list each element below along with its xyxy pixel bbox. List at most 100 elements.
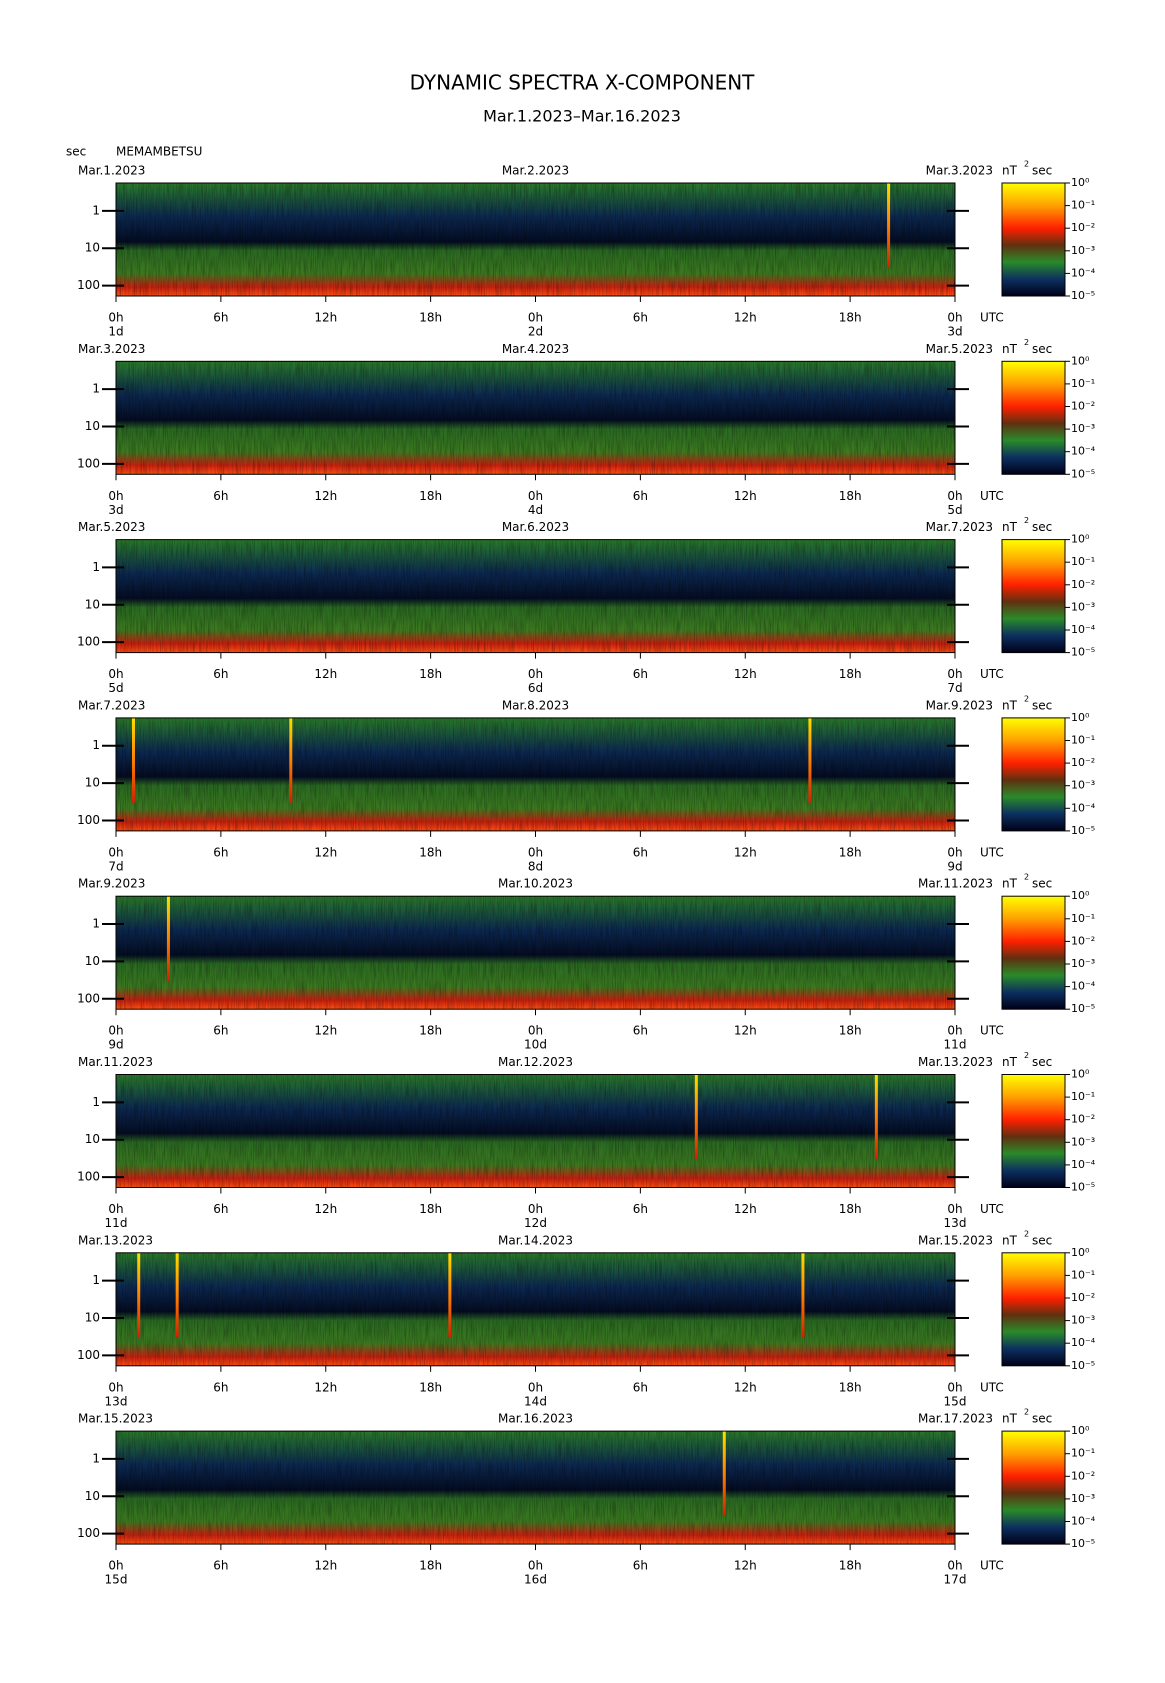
colorbar-unit-tail: sec	[1032, 877, 1052, 891]
date-mid: Mar.10.2023	[498, 877, 573, 891]
x-tick-label: 0h	[947, 1380, 962, 1394]
x-tick-label: 12h	[734, 1202, 757, 1216]
day-label: 11d	[105, 1216, 128, 1230]
colorbar-tick-label: 10⁻²	[1071, 400, 1095, 413]
y-tick-label: 1	[92, 917, 100, 931]
subtitle: Mar.1.2023–Mar.16.2023	[483, 107, 681, 126]
x-tick-label: 12h	[734, 845, 757, 859]
colorbar-tick-label: 10⁰	[1071, 354, 1090, 367]
x-tick-label: 18h	[419, 1024, 442, 1038]
date-right: Mar.15.2023	[918, 1233, 993, 1247]
day-label: 9d	[108, 1038, 123, 1052]
date-mid: Mar.4.2023	[502, 342, 569, 356]
x-tick-label: 0h	[528, 1024, 543, 1038]
y-tick-label: 1	[92, 1273, 100, 1287]
x-tick-label: 0h	[108, 1024, 123, 1038]
event-spike	[801, 1252, 805, 1338]
colorbar-tick-label: 10⁻³	[1071, 1135, 1095, 1148]
date-left: Mar.13.2023	[78, 1233, 153, 1247]
y-unit: sec	[66, 145, 86, 159]
event-spike	[887, 183, 891, 268]
colorbar-unit: nT	[1002, 1233, 1018, 1247]
colorbar-tick-label: 10⁻²	[1071, 1113, 1095, 1126]
colorbar	[1001, 1074, 1066, 1188]
day-label: 16d	[524, 1573, 547, 1587]
colorbar-unit-exp: 2	[1024, 516, 1029, 525]
colorbar-tick-label: 10⁻²	[1071, 1469, 1095, 1482]
x-tick-label: 12h	[734, 1559, 757, 1573]
date-right: Mar.9.2023	[926, 698, 993, 712]
date-right: Mar.5.2023	[926, 342, 993, 356]
colorbar-tick-label: 10⁻⁵	[1071, 1002, 1095, 1015]
spectrogram-noise	[116, 361, 955, 475]
x-tick-label: 0h	[947, 311, 962, 325]
date-mid: Mar.2.2023	[502, 164, 569, 178]
x-tick-label: 6h	[213, 311, 228, 325]
day-label: 15d	[105, 1573, 128, 1587]
colorbar-tick-label: 10⁻¹	[1071, 1447, 1095, 1460]
colorbar-unit-exp: 2	[1024, 694, 1029, 703]
date-left: Mar.5.2023	[78, 520, 145, 534]
date-mid: Mar.6.2023	[502, 520, 569, 534]
x-tick-label: 12h	[314, 845, 337, 859]
x-unit: UTC	[980, 1380, 1004, 1394]
x-tick-label: 0h	[947, 1202, 962, 1216]
y-tick-label: 100	[77, 278, 100, 292]
colorbar-tick-label: 10⁻⁵	[1071, 289, 1095, 302]
colorbar-unit-tail: sec	[1032, 520, 1052, 534]
y-tick-label: 100	[77, 1526, 100, 1540]
colorbar-tick-label: 10⁻²	[1071, 578, 1095, 591]
x-tick-label: 12h	[314, 1024, 337, 1038]
y-tick-label: 10	[85, 1132, 100, 1146]
date-right: Mar.7.2023	[926, 520, 993, 534]
y-tick-label: 100	[77, 635, 100, 649]
spectrogram-noise	[116, 1074, 955, 1188]
day-label: 15d	[944, 1394, 967, 1408]
x-tick-label: 0h	[528, 845, 543, 859]
colorbar-tick-label: 10⁻⁴	[1071, 1515, 1096, 1528]
spectrogram-noise	[116, 896, 955, 1010]
y-tick-label: 100	[77, 813, 100, 827]
colorbar-tick-label: 10⁻³	[1071, 422, 1095, 435]
colorbar-tick-label: 10⁰	[1071, 1068, 1090, 1081]
x-tick-label: 0h	[108, 489, 123, 503]
x-tick-label: 0h	[528, 667, 543, 681]
day-label: 17d	[944, 1573, 967, 1587]
x-tick-label: 0h	[108, 1380, 123, 1394]
colorbar-unit-tail: sec	[1032, 1412, 1052, 1426]
x-tick-label: 18h	[839, 1559, 862, 1573]
colorbar-unit-exp: 2	[1024, 1051, 1029, 1060]
x-unit: UTC	[980, 1559, 1004, 1573]
date-left: Mar.9.2023	[78, 877, 145, 891]
x-tick-label: 6h	[633, 1559, 648, 1573]
colorbar	[1001, 1430, 1066, 1545]
spectrogram-noise	[116, 1431, 955, 1545]
day-label: 2d	[528, 325, 543, 339]
colorbar-unit-tail: sec	[1032, 342, 1052, 356]
day-label: 10d	[524, 1038, 547, 1052]
x-tick-label: 18h	[419, 1202, 442, 1216]
colorbar-tick-label: 10⁻³	[1071, 1492, 1095, 1505]
colorbar-tick-label: 10⁰	[1071, 1424, 1090, 1437]
x-tick-label: 0h	[108, 1559, 123, 1573]
colorbar-tick-label: 10⁻⁵	[1071, 1359, 1095, 1372]
colorbar-unit: nT	[1002, 1055, 1018, 1069]
date-left: Mar.7.2023	[78, 698, 145, 712]
y-tick-label: 1	[92, 560, 100, 574]
x-tick-label: 12h	[314, 1559, 337, 1573]
date-right: Mar.13.2023	[918, 1055, 993, 1069]
colorbar	[1001, 539, 1066, 654]
x-tick-label: 6h	[213, 1024, 228, 1038]
colorbar-tick-label: 10⁰	[1071, 1246, 1090, 1259]
y-tick-label: 1	[92, 203, 100, 217]
x-tick-label: 6h	[213, 845, 228, 859]
y-tick-label: 10	[85, 776, 100, 790]
colorbar-tick-label: 10⁻⁵	[1071, 646, 1095, 659]
day-label: 5d	[108, 681, 123, 695]
title: DYNAMIC SPECTRA X-COMPONENT	[410, 71, 756, 95]
x-tick-label: 0h	[528, 489, 543, 503]
x-tick-label: 6h	[213, 1559, 228, 1573]
date-mid: Mar.16.2023	[498, 1412, 573, 1426]
day-label: 5d	[947, 503, 962, 517]
